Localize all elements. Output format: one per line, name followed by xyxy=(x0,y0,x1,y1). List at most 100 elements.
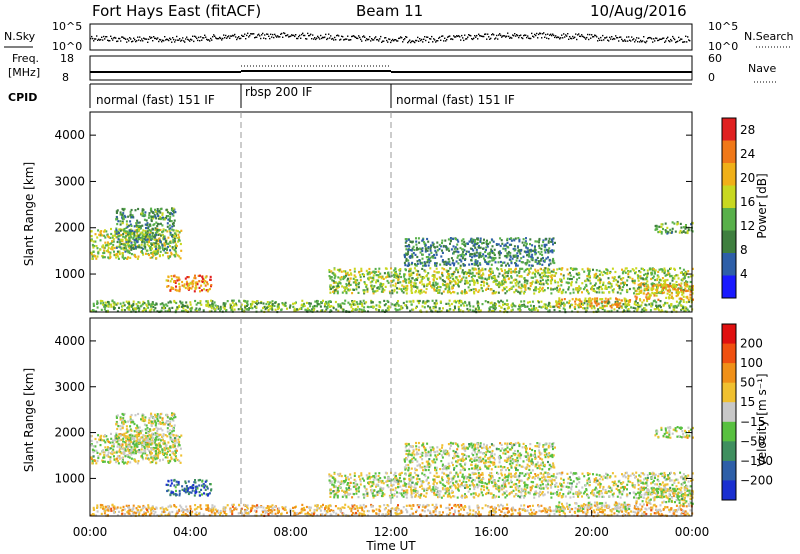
power-echo-cell xyxy=(616,309,619,312)
velocity-echo-cell xyxy=(110,447,113,450)
power-echo-cell xyxy=(497,291,500,294)
power-echo-cell xyxy=(505,264,507,267)
power-echo-cell xyxy=(687,289,690,292)
power-echo-cell xyxy=(624,298,627,301)
nsky-sample xyxy=(676,41,678,43)
power-echo-cell xyxy=(410,249,413,252)
power-echo-cell xyxy=(124,239,127,242)
power-echo-cell xyxy=(522,285,525,288)
power-echo-cell xyxy=(487,256,490,259)
power-echo-cell xyxy=(412,308,415,311)
power-echo-cell xyxy=(683,310,686,313)
power-echo-cell xyxy=(154,253,157,256)
power-echo-cell xyxy=(638,270,641,273)
nsearch-label: N.Search xyxy=(744,30,794,43)
power-echo-cell xyxy=(547,279,549,282)
power-echo-cell xyxy=(97,251,100,254)
power-echo-cell xyxy=(567,288,570,291)
power-echo-cell xyxy=(341,285,344,288)
power-echo-cell xyxy=(527,255,530,258)
power-echo-cell xyxy=(491,257,493,260)
power-echo-cell xyxy=(493,302,496,305)
power-echo-cell xyxy=(353,270,356,273)
power-echo-cell xyxy=(504,271,507,274)
power-echo-cell xyxy=(152,302,154,305)
power-echo-cell xyxy=(646,269,649,272)
power-echo-cell xyxy=(190,287,193,290)
power-echo-cell xyxy=(553,308,556,312)
power-echo-cell xyxy=(433,287,436,290)
power-echo-cell xyxy=(398,272,401,275)
power-echo-cell xyxy=(424,301,427,304)
power-echo-cell xyxy=(560,299,563,302)
power-echo-cell xyxy=(363,291,366,294)
nsky-sample xyxy=(373,39,375,41)
power-echo-cell xyxy=(473,274,476,278)
power-echo-cell xyxy=(169,212,172,216)
power-echo-cell xyxy=(327,300,330,303)
power-echo-cell xyxy=(497,268,500,271)
power-echo-cell xyxy=(189,281,192,284)
velocity-echo-cell xyxy=(150,456,153,459)
power-echo-cell xyxy=(610,283,613,286)
nsky-sample xyxy=(354,36,356,38)
power-echo-cell xyxy=(685,274,687,277)
nsky-sample xyxy=(377,38,379,41)
power-echo-cell xyxy=(429,267,432,270)
nsky-sample xyxy=(492,33,494,35)
power-echo-cell xyxy=(365,301,368,304)
power-echo-cell xyxy=(195,286,198,289)
nsky-sample xyxy=(681,38,683,40)
power-echo-cell xyxy=(515,289,518,292)
power-echo-cell xyxy=(658,268,661,271)
power-echo-cell xyxy=(578,298,581,301)
nsky-sample xyxy=(528,37,530,39)
nsky-sample xyxy=(306,38,308,40)
power-echo-cell xyxy=(239,307,242,310)
power-echo-cell xyxy=(159,250,162,253)
power-echo-cell xyxy=(451,285,454,288)
power-echo-cell xyxy=(313,305,316,308)
power-echo-cell xyxy=(407,250,410,253)
nsky-sample xyxy=(399,37,401,39)
power-echo-cell xyxy=(474,262,477,265)
power-echo-cell xyxy=(523,300,526,303)
power-echo-cell xyxy=(428,282,431,286)
power-echo-cell xyxy=(492,275,495,278)
power-echo-cell xyxy=(468,280,471,283)
nsky-sample xyxy=(310,33,312,35)
power-echo-cell xyxy=(552,257,555,261)
power-echo-cell xyxy=(445,245,447,248)
power-echo-cell xyxy=(263,305,266,309)
nsky-sample xyxy=(196,37,198,40)
power-echo-cell xyxy=(574,307,577,310)
power-echo-cell xyxy=(128,236,131,239)
power-echo-cell xyxy=(597,310,600,313)
power-echo-cell xyxy=(656,283,659,286)
power-echo-cell xyxy=(613,277,616,280)
power-echo-cell xyxy=(134,245,137,248)
power-echo-cell xyxy=(260,301,263,305)
power-echo-cell xyxy=(421,267,424,270)
power-echo-cell xyxy=(483,238,485,241)
power-echo-cell xyxy=(437,271,440,274)
power-echo-cell xyxy=(136,241,139,244)
power-echo-cell xyxy=(550,240,553,243)
power-echo-cell xyxy=(410,288,413,291)
power-echo-cell xyxy=(470,240,473,243)
power-echo-cell xyxy=(483,259,486,262)
velocity-echo-cell xyxy=(148,442,151,445)
power-echo-cell xyxy=(105,244,107,247)
power-echo-cell xyxy=(524,288,527,291)
power-echo-cell xyxy=(666,278,669,282)
nsky-sample xyxy=(629,39,631,41)
power-echo-cell xyxy=(660,284,663,287)
power-echo-cell xyxy=(557,284,560,287)
power-echo-cell xyxy=(598,285,601,289)
power-echo-cell xyxy=(131,214,134,217)
power-echo-cell xyxy=(471,309,474,312)
power-echo-cell xyxy=(498,281,501,284)
power-echo-cell xyxy=(347,301,350,304)
nsky-sample xyxy=(235,36,237,38)
power-echo-cell xyxy=(652,268,655,271)
